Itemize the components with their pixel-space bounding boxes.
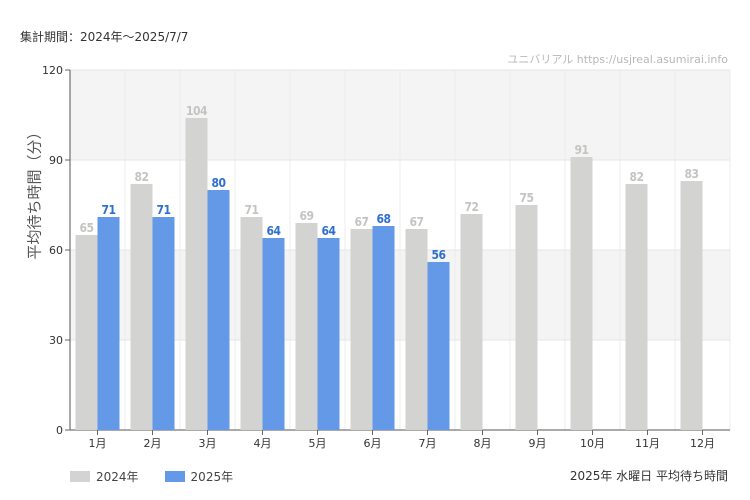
data-label-2024: 82 [629,170,643,184]
legend-label-2025: 2025年 [190,470,234,484]
y-tick-label: 120 [42,64,63,77]
bar-2024 [680,181,703,430]
data-label-2025: 64 [321,224,336,238]
data-label-2025: 68 [376,212,390,226]
data-label-2024: 104 [186,104,208,118]
data-label-2024: 71 [244,203,258,217]
bar-2025 [427,262,450,430]
x-tick-label: 11月 [635,437,660,450]
data-label-2025: 80 [211,176,225,190]
x-tick-label: 1月 [89,437,107,450]
period-label: 集計期間：2024年～2025/7/7 [20,30,189,44]
bar-2024 [240,217,263,430]
legend-item-2024[interactable]: 2024年 [70,468,139,485]
y-tick-label: 30 [49,334,63,347]
bar-2024 [460,214,483,430]
legend: 2024年 2025年 [70,468,233,485]
y-tick-label: 90 [49,154,63,167]
x-tick-label: 4月 [254,437,272,450]
chart-caption: 2025年 水曜日 平均待ち時間 [569,469,728,483]
bar-2025 [152,217,175,430]
data-label-2024: 67 [354,215,368,229]
data-label-2024: 83 [684,167,698,181]
legend-swatch-2025 [164,471,185,482]
data-label-2025: 71 [156,203,170,217]
bar-2025 [372,226,395,430]
bar-2024 [405,229,428,430]
bar-2024 [515,205,538,430]
data-label-2024: 91 [574,143,588,157]
bar-2025 [317,238,340,430]
bar-2024 [130,184,153,430]
bar-2024 [75,235,98,430]
bar-2024 [185,118,208,430]
data-label-2025: 71 [101,203,115,217]
bar-2024 [295,223,318,430]
x-tick-label: 6月 [364,437,382,450]
data-label-2024: 82 [134,170,148,184]
bar-2024 [350,229,373,430]
x-tick-label: 9月 [529,437,547,450]
data-label-2024: 67 [409,215,423,229]
bar-2025 [262,238,285,430]
bar-2024 [570,157,593,430]
data-label-2024: 72 [464,200,478,214]
legend-swatch-2024 [70,471,90,482]
legend-label-2024: 2024年 [96,470,139,484]
x-tick-label: 8月 [474,437,492,450]
x-tick-label: 7月 [419,437,437,450]
x-tick-label: 10月 [580,437,605,450]
bar-2024 [625,184,648,430]
x-tick-label: 12月 [690,437,715,450]
data-label-2024: 75 [519,191,533,205]
data-label-2024: 69 [299,209,313,223]
x-tick-label: 3月 [199,437,217,450]
data-label-2025: 56 [431,248,445,262]
y-tick-label: 0 [56,424,63,437]
data-label-2024: 65 [79,221,93,235]
x-tick-label: 2月 [144,437,162,450]
legend-item-2025[interactable]: 2025年 [164,468,234,485]
bar-2025 [207,190,230,430]
data-label-2025: 64 [266,224,281,238]
y-tick-label: 60 [49,244,63,257]
watermark: ユニバリアル https://usjreal.asumirai.info [507,53,728,66]
x-tick-label: 5月 [309,437,327,450]
bar-2025 [97,217,120,430]
